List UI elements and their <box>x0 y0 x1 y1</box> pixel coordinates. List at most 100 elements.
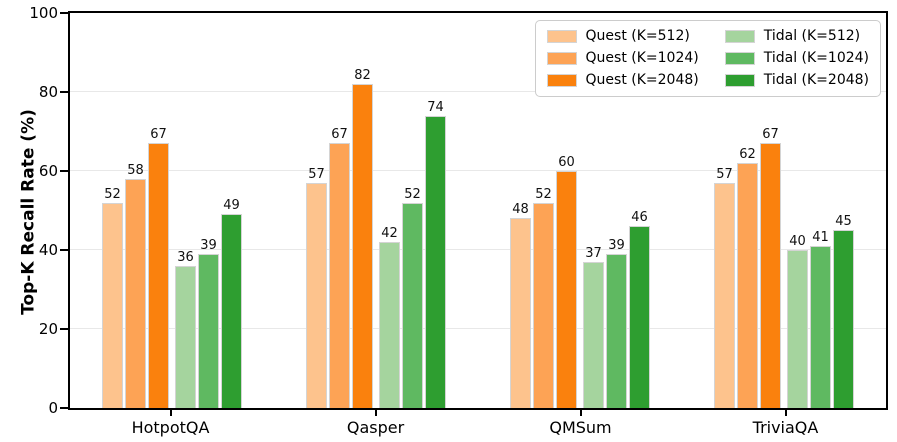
bar-wrap: 57 <box>714 167 735 408</box>
y-tick-label: 60 <box>38 162 58 180</box>
x-tick-label-hotpotqa: HotpotQA <box>131 418 210 437</box>
bar-wrap: 45 <box>833 214 854 408</box>
bar-qmsum-tidal-k-512- <box>583 261 604 408</box>
legend-item-quest-k-2048-: Quest (K=2048) <box>546 72 699 88</box>
bar-wrap: 39 <box>606 238 627 408</box>
bar-group-qmsum: 48 52 60 37 39 46 <box>510 155 650 408</box>
legend-item-tidal-k-2048-: Tidal (K=2048) <box>724 72 869 88</box>
y-tick-mark <box>60 249 68 251</box>
bar-qmsum-quest-k-2048- <box>556 171 577 408</box>
x-tick-label-triviaqa: TriviaQA <box>752 418 819 437</box>
bar-hotpotqa-tidal-k-512- <box>175 265 196 408</box>
plot-area: 52 58 67 36 39 49 57 67 82 42 52 74 48 52 60 37 39 46 57 62… <box>68 11 888 410</box>
legend-item-tidal-k-1024-: Tidal (K=1024) <box>724 50 869 66</box>
legend-label: Quest (K=1024) <box>585 50 699 66</box>
legend-swatch <box>724 51 755 65</box>
bar-value-label: 60 <box>558 155 575 170</box>
bar-qasper-tidal-k-1024- <box>402 202 423 408</box>
bar-value-label: 67 <box>762 127 779 143</box>
gridline <box>70 91 886 92</box>
y-tick-label: 80 <box>38 83 58 101</box>
legend-swatch <box>546 29 577 43</box>
x-tick-mark <box>784 410 787 416</box>
bar-value-label: 67 <box>150 127 167 143</box>
y-tick-mark <box>60 12 68 14</box>
bar-hotpotqa-quest-k-2048- <box>148 143 169 408</box>
x-tick-mark <box>374 410 377 416</box>
bar-qasper-quest-k-512- <box>306 182 327 408</box>
bar-value-label: 82 <box>354 68 371 84</box>
bar-wrap: 74 <box>425 100 446 408</box>
bar-wrap: 49 <box>221 198 242 408</box>
bar-value-label: 39 <box>200 237 217 253</box>
gridline <box>70 249 886 250</box>
x-tick-label-qasper: Qasper <box>346 418 405 437</box>
bar-value-label: 39 <box>608 237 625 253</box>
bar-value-label: 57 <box>716 166 733 182</box>
bar-triviaqa-quest-k-1024- <box>737 163 758 408</box>
bar-value-label: 46 <box>631 210 648 226</box>
bar-wrap: 67 <box>760 127 781 408</box>
bar-hotpotqa-quest-k-1024- <box>125 178 146 408</box>
bar-value-label: 41 <box>812 230 829 246</box>
y-tick-label: 100 <box>29 4 58 22</box>
bar-value-label: 36 <box>177 249 194 265</box>
bar-qmsum-quest-k-512- <box>510 218 531 408</box>
bar-wrap: 58 <box>125 163 146 408</box>
bar-value-label: 48 <box>512 202 529 218</box>
bar-triviaqa-tidal-k-512- <box>787 250 808 408</box>
gridline <box>70 328 886 329</box>
bar-wrap: 67 <box>329 127 350 408</box>
bar-triviaqa-tidal-k-2048- <box>833 230 854 408</box>
bar-wrap: 36 <box>175 250 196 408</box>
bar-value-label: 45 <box>835 214 852 230</box>
legend-swatch <box>724 29 755 43</box>
x-tick-label-qmsum: QMSum <box>549 418 612 437</box>
y-tick-label: 40 <box>38 241 58 259</box>
bar-triviaqa-tidal-k-1024- <box>810 246 831 408</box>
bar-value-label: 67 <box>331 127 348 143</box>
legend-label: Tidal (K=2048) <box>763 72 869 88</box>
bar-value-label: 62 <box>739 147 756 163</box>
bar-value-label: 52 <box>104 186 121 202</box>
bar-hotpotqa-tidal-k-1024- <box>198 253 219 408</box>
bar-value-label: 74 <box>427 99 444 115</box>
gridline <box>70 170 886 171</box>
legend-label: Tidal (K=512) <box>763 28 861 44</box>
bar-wrap: 40 <box>787 234 808 408</box>
x-tick-mark <box>169 410 172 416</box>
bar-wrap: 60 <box>556 155 577 408</box>
bar-value-label: 37 <box>585 245 602 261</box>
legend-item-quest-k-1024-: Quest (K=1024) <box>546 50 699 66</box>
y-tick-label: 20 <box>38 320 58 338</box>
bar-value-label: 57 <box>308 166 325 182</box>
bar-group-hotpotqa: 52 58 67 36 39 49 <box>102 127 242 408</box>
bar-qmsum-tidal-k-1024- <box>606 253 627 408</box>
bar-triviaqa-quest-k-512- <box>714 182 735 408</box>
bar-qasper-quest-k-1024- <box>329 143 350 408</box>
bar-qmsum-quest-k-1024- <box>533 202 554 408</box>
bar-value-label: 58 <box>127 162 144 178</box>
bar-wrap: 52 <box>102 187 123 408</box>
bar-wrap: 42 <box>379 226 400 408</box>
bar-value-label: 52 <box>404 186 421 202</box>
legend-label: Quest (K=2048) <box>585 72 699 88</box>
bar-wrap: 46 <box>629 210 650 408</box>
bar-value-label: 40 <box>789 234 806 249</box>
bar-wrap: 57 <box>306 167 327 408</box>
legend-swatch <box>724 73 755 87</box>
bar-value-label: 52 <box>535 186 552 202</box>
legend: Quest (K=512) Quest (K=1024) Quest (K=2048… <box>534 20 881 97</box>
bar-wrap: 41 <box>810 230 831 408</box>
bar-wrap: 62 <box>737 147 758 408</box>
bar-group-qasper: 57 67 82 42 52 74 <box>306 68 446 408</box>
bar-qasper-quest-k-2048- <box>352 84 373 408</box>
y-tick-mark <box>60 328 68 330</box>
y-axis-label: Top-K Recall Rate (%) <box>18 109 39 315</box>
legend-swatch <box>546 73 577 87</box>
y-tick-label: 0 <box>48 399 58 417</box>
bar-wrap: 52 <box>533 187 554 408</box>
bar-group-triviaqa: 57 62 67 40 41 45 <box>714 127 854 408</box>
bar-wrap: 39 <box>198 238 219 408</box>
